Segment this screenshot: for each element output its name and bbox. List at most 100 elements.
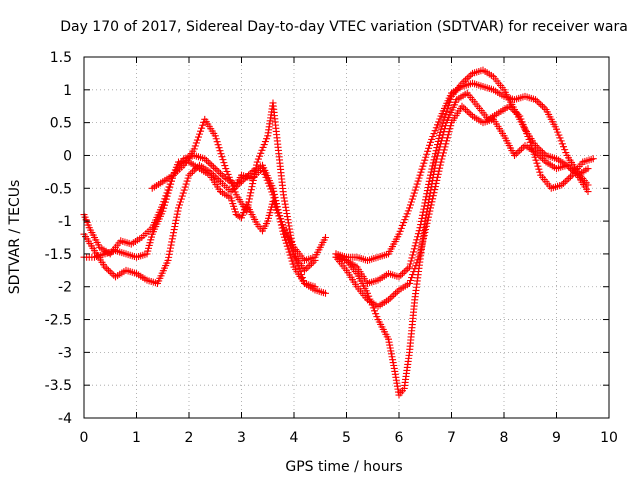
data-point <box>304 263 312 271</box>
data-point <box>299 254 307 262</box>
data-point <box>487 71 495 79</box>
data-point <box>568 166 576 174</box>
y-tick-label: 0 <box>63 148 72 164</box>
data-point <box>434 121 441 129</box>
data-point <box>163 259 171 267</box>
data-point <box>341 264 349 272</box>
data-point <box>238 178 245 186</box>
data-point <box>161 195 169 203</box>
data-point <box>419 238 427 246</box>
data-point <box>518 145 525 153</box>
data-point <box>556 134 564 142</box>
data-point <box>251 170 259 178</box>
data-point <box>516 147 524 155</box>
data-point <box>277 218 285 226</box>
data-point <box>560 179 567 187</box>
y-tick-label: -2.5 <box>45 313 72 329</box>
data-point <box>208 161 216 169</box>
data-point <box>260 141 268 149</box>
data-point <box>351 253 359 261</box>
data-point <box>533 159 541 167</box>
data-point <box>231 208 239 216</box>
data-point <box>320 236 328 244</box>
data-point <box>444 131 452 139</box>
data-point <box>402 266 410 274</box>
data-point <box>115 239 123 247</box>
data-point <box>400 219 408 227</box>
data-point <box>372 277 380 285</box>
data-point <box>447 95 455 103</box>
y-tick-label: -0.5 <box>45 181 72 197</box>
data-point <box>413 259 421 267</box>
data-point <box>477 82 485 90</box>
data-point <box>535 151 543 159</box>
data-point <box>462 76 469 84</box>
data-point <box>296 268 304 276</box>
data-point <box>256 152 264 160</box>
data-point <box>392 289 399 297</box>
x-tick-label: 9 <box>552 430 561 446</box>
data-point <box>414 256 422 264</box>
data-point <box>410 189 418 197</box>
data-point <box>157 179 165 187</box>
data-point <box>270 187 278 195</box>
data-point <box>173 213 181 221</box>
data-points <box>80 66 597 399</box>
data-point <box>271 203 279 211</box>
data-point <box>284 216 292 224</box>
data-point <box>382 297 390 305</box>
x-tick-label: 7 <box>447 430 456 446</box>
data-point <box>411 186 419 194</box>
data-point <box>100 261 107 269</box>
data-point <box>439 149 447 157</box>
data-point <box>546 182 553 190</box>
data-point <box>88 253 96 261</box>
grid <box>84 57 609 418</box>
y-tick-label: -4 <box>58 411 72 427</box>
data-point <box>452 98 460 106</box>
data-point <box>278 221 286 229</box>
data-point <box>421 156 429 164</box>
data-point <box>536 168 544 176</box>
data-point <box>587 155 595 163</box>
data-point <box>493 110 501 118</box>
data-point <box>507 104 515 112</box>
data-point <box>399 270 406 278</box>
data-point <box>294 262 302 270</box>
data-point <box>234 181 242 189</box>
data-point <box>412 262 420 270</box>
data-point <box>446 98 454 106</box>
data-point <box>425 144 433 152</box>
data-point <box>293 259 301 267</box>
data-point <box>203 156 210 164</box>
data-point <box>428 135 436 143</box>
data-point <box>467 71 475 79</box>
data-point <box>431 186 439 194</box>
data-point <box>550 154 558 162</box>
data-point <box>426 207 434 215</box>
data-point <box>387 347 395 355</box>
data-point <box>246 192 254 200</box>
series-track-3 <box>80 99 319 291</box>
data-point <box>148 233 155 241</box>
data-point <box>533 150 541 158</box>
y-tick-label: 1 <box>63 83 72 99</box>
data-point <box>167 172 175 180</box>
data-point <box>262 220 270 228</box>
data-point <box>245 195 253 203</box>
data-point <box>270 200 278 208</box>
data-point <box>247 186 255 194</box>
data-point <box>372 254 380 262</box>
data-point <box>279 188 287 196</box>
data-point <box>365 292 373 300</box>
data-point <box>443 134 451 142</box>
data-point <box>432 179 440 187</box>
data-point <box>173 210 181 218</box>
data-point <box>386 294 394 302</box>
data-point <box>539 148 546 156</box>
data-point <box>289 260 297 268</box>
data-point <box>435 118 443 126</box>
data-point <box>385 338 393 346</box>
data-point <box>99 251 107 259</box>
